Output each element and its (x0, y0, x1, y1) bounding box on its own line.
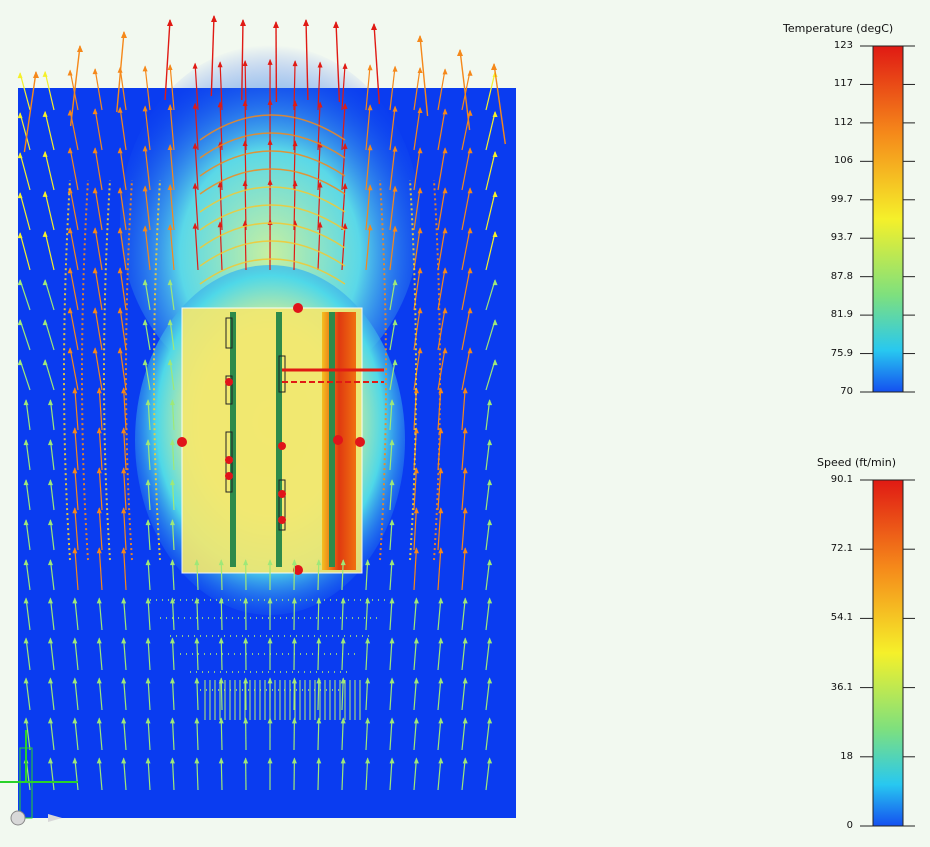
plume-arrowhead (417, 35, 423, 42)
temperature-tick-label: 99.7 (803, 194, 853, 205)
plume-arrowhead (371, 23, 377, 30)
temperature-tick-label: 93.7 (803, 232, 853, 243)
velocity-arrowhead (193, 63, 198, 69)
plume-arrowhead (273, 21, 279, 28)
temperature-tick-label: 70 (803, 386, 853, 397)
plume-arrowhead (121, 31, 127, 38)
speed-colorbar (873, 480, 903, 826)
velocity-arrowhead (368, 64, 373, 70)
plume-arrowhead (491, 63, 497, 70)
velocity-arrowhead (18, 72, 23, 78)
temperature-tick-label: 75.9 (803, 348, 853, 359)
speed-tick-label: 54.1 (803, 612, 853, 623)
plume-arrowhead (333, 21, 339, 28)
velocity-arrowhead (343, 63, 348, 69)
plume-arrowhead (211, 15, 217, 22)
temperature-colorbar (873, 46, 903, 392)
temperature-tick-label: 112 (803, 117, 853, 128)
plume-arrowhead (33, 71, 39, 78)
temperature-tick-label: 87.8 (803, 271, 853, 282)
plume-arrowhead (457, 49, 463, 56)
velocity-arrowhead (418, 67, 423, 73)
velocity-arrowhead (443, 68, 448, 74)
velocity-arrowhead (93, 68, 98, 74)
speed-tick-label: 36.1 (803, 682, 853, 693)
component-rail (230, 312, 236, 567)
velocity-arrowhead (168, 64, 173, 70)
temperature-tick-label: 81.9 (803, 309, 853, 320)
speed-tick-label: 18 (803, 751, 853, 762)
plume-arrowhead (303, 19, 309, 26)
velocity-arrowhead (468, 70, 473, 76)
plume-arrowhead (240, 19, 246, 26)
speed-tick-label: 72.1 (803, 543, 853, 554)
velocity-arrowhead (143, 65, 148, 71)
speed-tick-label: 0 (803, 820, 853, 831)
temperature-legend-title: Temperature (degC) (783, 22, 893, 35)
plume-arrowhead (167, 19, 173, 26)
speed-tick-label: 90.1 (803, 474, 853, 485)
velocity-arrowhead (393, 66, 398, 72)
temperature-tick-label: 117 (803, 78, 853, 89)
velocity-arrowhead (43, 71, 48, 77)
speed-legend-title: Speed (ft/min) (817, 456, 896, 469)
temperature-tick-label: 123 (803, 40, 853, 51)
velocity-arrowhead (68, 69, 73, 75)
temperature-tick-label: 106 (803, 155, 853, 166)
plume-arrowhead (77, 45, 83, 52)
